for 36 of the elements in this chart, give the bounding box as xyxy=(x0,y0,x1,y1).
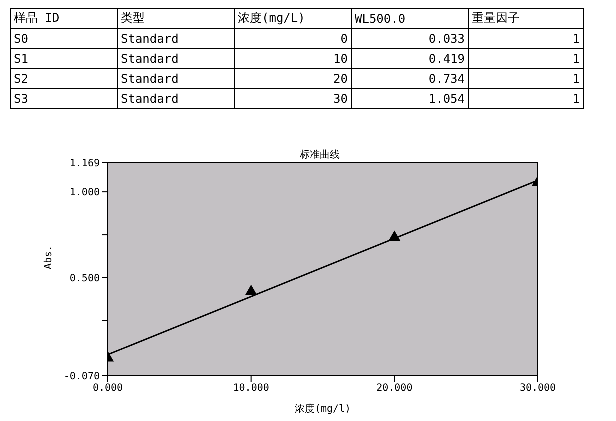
text: 0.419 xyxy=(352,48,468,68)
text: Standard xyxy=(118,28,234,48)
text: 20 xyxy=(234,68,352,88)
text: S2 xyxy=(10,68,118,88)
x-tick-label: 20.000 xyxy=(376,383,413,394)
text: 30 xyxy=(234,88,352,108)
text: 1.054 xyxy=(352,88,468,108)
text: 10 xyxy=(234,48,352,68)
text: 0.734 xyxy=(352,68,468,88)
text: S3 xyxy=(10,88,118,108)
x-tick-label: 30.000 xyxy=(520,383,556,394)
y-tick-label: 1.169 xyxy=(70,158,100,170)
x-axis-title: 浓度(mg/l) xyxy=(294,403,352,415)
text: 重量因子 xyxy=(468,8,584,28)
y-axis-title: Abs. xyxy=(44,245,55,270)
text: 0 xyxy=(234,28,352,48)
text: 样品 ID xyxy=(10,8,118,28)
text: 浓度(mg/L) xyxy=(234,8,352,28)
x-tick-label: 10.000 xyxy=(233,383,270,394)
text: 1 xyxy=(468,88,584,108)
text: S0 xyxy=(10,28,118,48)
text: Standard xyxy=(118,48,234,68)
text: WL500.0 xyxy=(352,8,468,28)
y-tick-label: -0.070 xyxy=(64,372,100,383)
x-tick-label: 0.000 xyxy=(92,383,124,394)
text: 0.033 xyxy=(352,28,468,48)
text: 1 xyxy=(468,28,584,48)
chart-title: 标准曲线 xyxy=(299,148,341,162)
text: 1 xyxy=(468,68,584,88)
text: Standard xyxy=(118,88,234,108)
text: Standard xyxy=(118,68,234,88)
text: 类型 xyxy=(118,8,234,28)
text: S1 xyxy=(10,48,118,68)
text: 1 xyxy=(468,48,584,68)
y-tick-label: 1.000 xyxy=(70,188,100,199)
y-tick-label: 0.500 xyxy=(70,274,100,285)
